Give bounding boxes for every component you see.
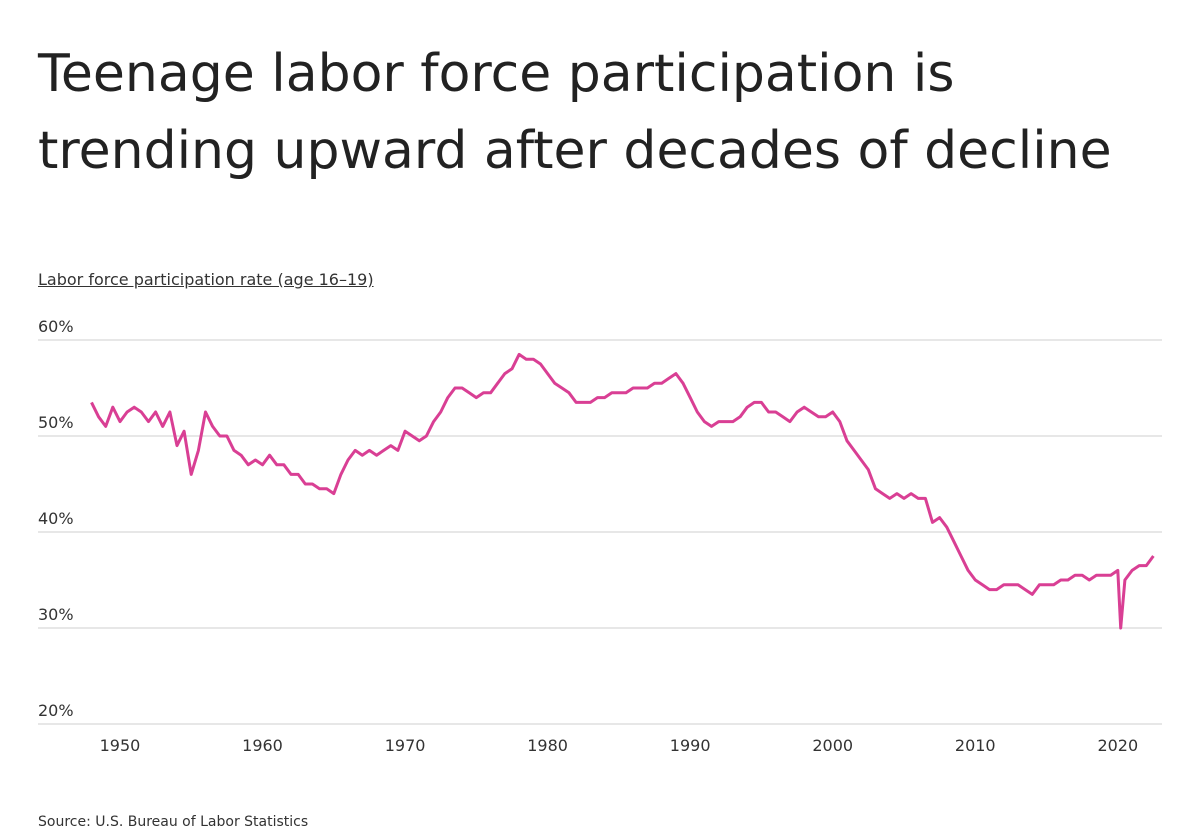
source-note: Source: U.S. Bureau of Labor Statistics (38, 814, 309, 830)
data-line (90, 352, 1155, 630)
x-tick-label: 1950 (100, 736, 141, 755)
chart-title: Teenage labor force participation is tre… (38, 44, 1112, 181)
y-axis-label: Labor force participation rate (age 16–1… (38, 270, 374, 289)
y-tick-label: 60% (38, 317, 74, 336)
y-tick-label: 40% (38, 509, 74, 528)
x-tick-label: 1970 (385, 736, 426, 755)
x-tick-label: 2020 (1097, 736, 1138, 755)
y-tick-label: 20% (38, 701, 74, 720)
y-tick-label: 50% (38, 413, 74, 432)
x-tick-label: 2000 (812, 736, 853, 755)
x-tick-label: 1990 (670, 736, 711, 755)
x-tick-label: 1960 (242, 736, 283, 755)
x-tick-label: 1980 (527, 736, 568, 755)
y-tick-label: 30% (38, 605, 74, 624)
x-tick-label: 2010 (955, 736, 996, 755)
